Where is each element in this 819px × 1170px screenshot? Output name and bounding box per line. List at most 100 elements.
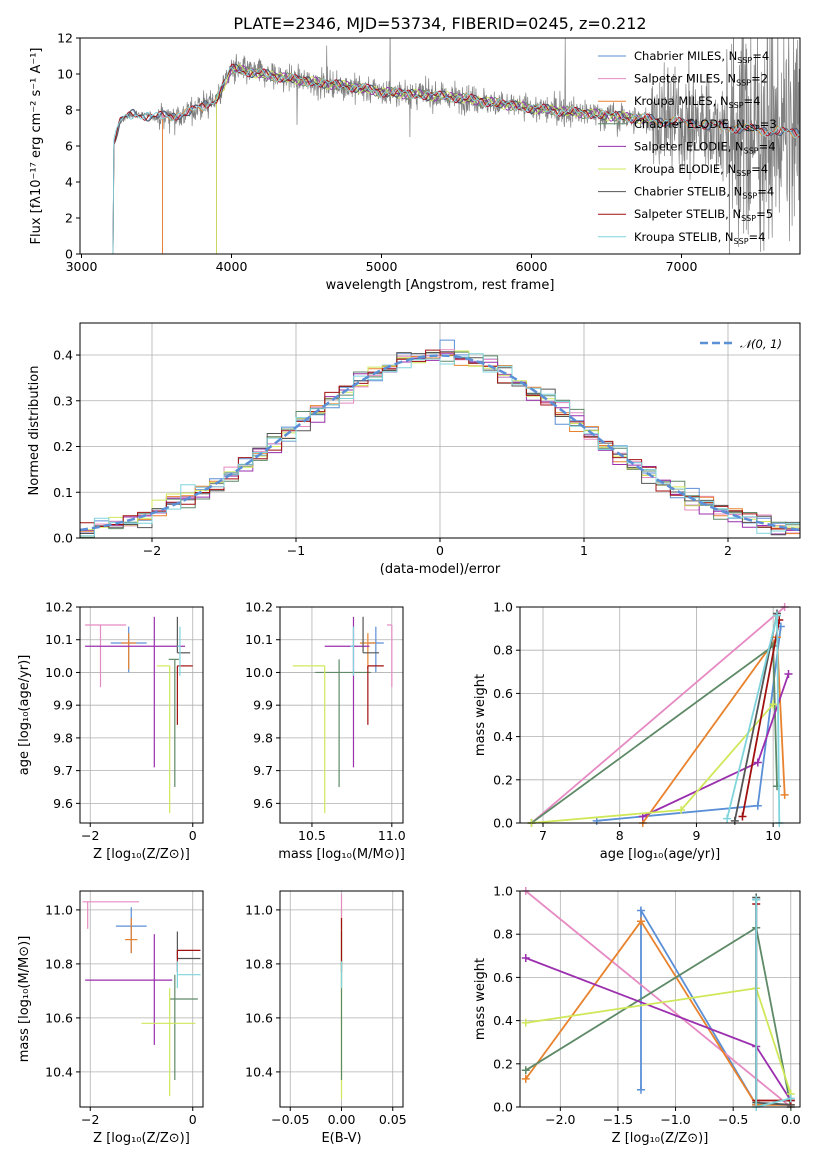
spectrum-axes: 3000 4000 5000 6000 7000 0 2 4 6 8 10 12 wavelength … xyxy=(29,31,801,293)
weight-vs-z-x-tick-label: −0.5 xyxy=(718,1112,748,1127)
weight-vs-z-y-tick-label: 1.0 xyxy=(493,884,513,899)
weight-marker-salpeter-stelib xyxy=(738,812,747,821)
legend-subscript: SSP xyxy=(744,146,759,155)
age-vs-mass-y-tick-label: 9.6 xyxy=(253,796,273,811)
spectrum-y-tick-label: 0 xyxy=(65,247,73,262)
legend-label-chabrier-stelib: Chabrier STELIB, NSSP=4 xyxy=(634,185,774,201)
weight-vs-age-y-label: mass weight xyxy=(473,674,488,756)
legend-ssp-count: =3 xyxy=(760,117,777,131)
weight-vs-age-x-tick-label: 9 xyxy=(692,828,700,843)
age-vs-mass-y-tick-label: 10.0 xyxy=(245,665,273,680)
legend-label-salpeter-elodie: Salpeter ELODIE, NSSP=4 xyxy=(634,139,776,155)
histogram-chabrier-miles xyxy=(80,339,800,534)
weight-marker-chabrier-elodie xyxy=(521,1066,530,1075)
legend-subscript: SSP xyxy=(741,214,756,223)
age-vs-z-y-tick-label: 9.8 xyxy=(53,730,73,745)
mass-vs-ebv-x-tick-label: 0.05 xyxy=(379,1112,407,1127)
residuals-x-tick-label: 2 xyxy=(724,543,732,558)
age-vs-z-x-label: Z [log₁₀(Z/Z⊙)] xyxy=(93,847,190,862)
weight-vs-z-plot-area xyxy=(520,891,800,1107)
mass-vs-ebv-frame xyxy=(279,890,404,1108)
residuals-x-tick-label: 0 xyxy=(436,543,444,558)
legend-ssp-count: =4 xyxy=(752,49,769,63)
legend-label-salpeter-miles: Salpeter MILES, NSSP=2 xyxy=(634,72,768,88)
weight-marker-kroupa-stelib xyxy=(723,814,732,823)
legend-subscript: SSP xyxy=(734,237,749,246)
weight-vs-age-axes: 7 8 9 10 0.0 0.2 0.4 0.6 0.8 1.0 age [log₁₀(age/yr… xyxy=(473,600,801,862)
weight-vs-age-y-tick-label: 0.8 xyxy=(493,643,513,658)
weight-marker-kroupa-elodie xyxy=(769,700,778,709)
legend-ssp-count: =4 xyxy=(759,139,776,153)
age-vs-mass-axes: 10.5 11.0 9.6 9.7 9.8 9.9 10.0 10.1 10.2 mass [lo… xyxy=(245,600,406,863)
mass-vs-z-y-tick-label: 10.8 xyxy=(45,956,73,971)
weight-vs-z-x-tick-label: −1.0 xyxy=(660,1112,690,1127)
weight-vs-z-x-tick-label: −2.0 xyxy=(545,1112,575,1127)
residuals-x-tick-label: 1 xyxy=(580,543,588,558)
mass-vs-ebv-x-tick-label: −0.05 xyxy=(271,1112,309,1127)
weight-marker-kroupa-miles xyxy=(521,1074,530,1083)
weight-vs-z-y-tick-label: 0.0 xyxy=(493,1100,513,1115)
mass-vs-ebv-y-tick-label: 10.8 xyxy=(245,956,273,971)
legend-ssp-count: =4 xyxy=(749,230,766,244)
legend-ssp-count: =4 xyxy=(744,94,761,108)
spectrum-y-tick-label: 10 xyxy=(57,67,73,82)
weight-marker-kroupa-elodie xyxy=(521,1018,530,1027)
residuals-x-tick-label: −2 xyxy=(143,543,161,558)
weight-vs-z-y-tick-label: 0.4 xyxy=(493,1013,513,1028)
age-vs-z-y-tick-label: 10.1 xyxy=(45,632,73,647)
residuals-y-tick-label: 0.4 xyxy=(53,348,73,363)
weight-marker-chabrier-miles xyxy=(636,906,645,915)
age-vs-z-y-tick-label: 9.7 xyxy=(53,763,73,778)
residuals-y-tick-label: 0.0 xyxy=(53,531,73,546)
weight-line-chabrier-stelib xyxy=(733,613,778,821)
age-vs-mass-x-tick-label: 10.5 xyxy=(298,828,326,843)
legend-subscript: SSP xyxy=(736,169,751,178)
legend-subscript: SSP xyxy=(742,192,757,201)
weight-marker-kroupa-miles xyxy=(636,917,645,926)
weight-vs-age-frame xyxy=(519,606,801,824)
weight-marker-kroupa-stelib xyxy=(786,1094,795,1103)
legend-subscript: SSP xyxy=(737,56,752,65)
spectrum-x-label: wavelength [Angstrom, rest frame] xyxy=(326,278,555,293)
residuals-y-tick-label: 0.3 xyxy=(53,393,73,408)
spectrum-y-tick-label: 4 xyxy=(65,175,73,190)
weight-vs-z-x-tick-label: −1.5 xyxy=(603,1112,633,1127)
age-vs-mass-y-tick-label: 9.9 xyxy=(253,698,273,713)
weight-marker-kroupa-miles xyxy=(780,790,789,799)
residuals-axes: −2 −1 0 1 2 0.0 0.1 0.2 0.3 0.4 (data-model)/error… xyxy=(27,322,801,577)
spectrum-x-tick-label: 3000 xyxy=(66,259,98,274)
weight-vs-z-x-tick-label: 0.0 xyxy=(781,1112,801,1127)
weight-marker-kroupa-elodie xyxy=(677,806,686,815)
age-vs-mass-y-tick-label: 9.7 xyxy=(253,763,273,778)
weight-vs-age-y-tick-label: 0.2 xyxy=(493,772,513,787)
mass-vs-z-frame xyxy=(79,890,204,1108)
legend-ssp-count: =2 xyxy=(751,72,768,86)
mass-vs-z-y-tick-label: 11.0 xyxy=(45,902,73,917)
weight-vs-z-y-label: mass weight xyxy=(473,958,488,1040)
residuals-frame xyxy=(79,322,801,539)
age-vs-mass-frame xyxy=(279,606,404,824)
weight-vs-age-x-tick-label: 7 xyxy=(539,828,547,843)
age-vs-mass-y-tick-label: 10.2 xyxy=(245,600,273,615)
weight-vs-age-y-tick-label: 0.0 xyxy=(493,816,513,831)
weight-vs-age-x-tick-label: 10 xyxy=(765,828,781,843)
age-vs-z-axes: −2 0 9.6 9.7 9.8 9.9 10.0 10.1 10.2 Z [log₁₀(Z/Z⊙… xyxy=(17,600,204,862)
spectrum-plot-area xyxy=(80,38,800,254)
legend-subscript: SSP xyxy=(729,101,744,110)
spectrum-x-tick-label: 6000 xyxy=(516,259,548,274)
mass-vs-ebv-x-label: E(B-V) xyxy=(321,1131,361,1146)
mass-vs-z-y-tick-label: 10.6 xyxy=(45,1010,73,1025)
legend-ssp-count: =5 xyxy=(756,207,773,221)
weight-marker-chabrier-stelib xyxy=(730,816,739,825)
mass-vs-z-x-tick-label: 0 xyxy=(189,1112,197,1127)
mass-vs-ebv-axes: −0.05 0.00 0.05 10.4 10.6 10.8 11.0 E(B-V) xyxy=(245,890,407,1146)
age-vs-z-y-tick-label: 10.0 xyxy=(45,665,73,680)
spectrum-x-tick-label: 5000 xyxy=(366,259,398,274)
weight-marker-kroupa-stelib xyxy=(772,611,781,620)
mass-vs-z-y-tick-label: 10.4 xyxy=(45,1064,73,1079)
weight-marker-chabrier-miles xyxy=(636,1085,645,1094)
weight-marker-kroupa-stelib xyxy=(752,895,761,904)
age-vs-mass-x-tick-label: 11.0 xyxy=(378,828,406,843)
spectrum-x-tick-label: 7000 xyxy=(666,259,698,274)
legend-ssp-count: =4 xyxy=(757,185,774,199)
